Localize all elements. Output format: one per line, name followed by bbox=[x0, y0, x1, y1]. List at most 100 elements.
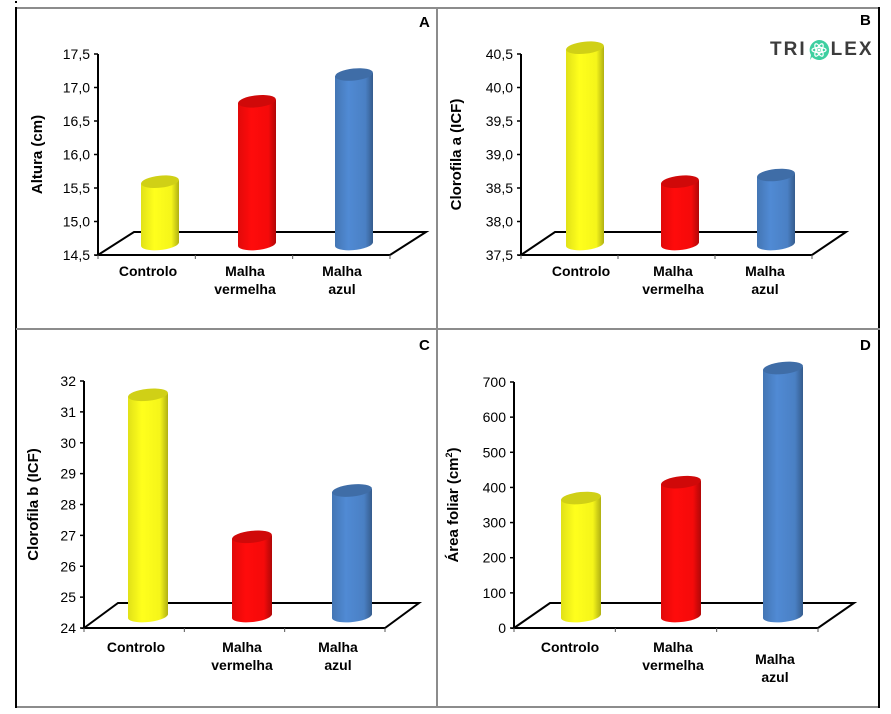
bar-malha-vermelha bbox=[660, 475, 701, 623]
bar-body bbox=[762, 366, 803, 623]
bar-malha-azul bbox=[756, 168, 795, 251]
y-tick-label: 26 bbox=[60, 558, 76, 574]
bar-top bbox=[561, 491, 601, 505]
y-axis-title: Clorofila a (ICF) bbox=[448, 99, 465, 211]
bar-body bbox=[140, 180, 179, 251]
triolex-logo: TRI LEX bbox=[770, 38, 874, 62]
bar-top bbox=[763, 361, 803, 375]
y-tick-label: 15,5 bbox=[63, 180, 90, 196]
bar-top bbox=[661, 475, 701, 489]
y-tick-label: 300 bbox=[483, 515, 507, 531]
corner-dot bbox=[15, 1, 17, 3]
bar-body bbox=[127, 393, 168, 623]
frame-bottom bbox=[16, 706, 880, 708]
panel-letter-d: D bbox=[860, 337, 871, 354]
frame-divider-horizontal bbox=[16, 328, 880, 330]
x-category-label-line: azul bbox=[761, 669, 788, 685]
y-tick-label: 600 bbox=[483, 409, 507, 425]
y-axis-title: Área foliar (cm2) bbox=[444, 447, 462, 562]
x-category-label: Malha azul bbox=[755, 651, 795, 685]
x-category-label: Controlo bbox=[541, 639, 599, 655]
y-tick-label: 38,0 bbox=[486, 214, 513, 230]
x-category-label: Controlo bbox=[119, 263, 177, 279]
x-category-label-line: Controlo bbox=[552, 263, 610, 279]
panel-letter-c: C bbox=[419, 337, 430, 354]
bar-body bbox=[334, 73, 373, 251]
bar-body bbox=[331, 489, 372, 623]
y-tick-label: 14,5 bbox=[63, 247, 90, 263]
bar-top bbox=[661, 175, 699, 188]
y-tick-label: 16,5 bbox=[63, 113, 90, 129]
bar-body bbox=[660, 480, 701, 623]
x-category-label: Controlo bbox=[552, 263, 610, 279]
x-category-label: Malha vermelha bbox=[642, 639, 704, 673]
y-tick-label: 16,0 bbox=[63, 147, 90, 163]
bar-body bbox=[756, 173, 795, 251]
y-axis-title: Clorofila b (ICF) bbox=[25, 448, 42, 561]
chart-b-svg: 37,5 38,0 38,5 39,0 39,5 40,0 40,5 Clorofila a … bbox=[448, 41, 850, 297]
x-category-label: Malha azul bbox=[318, 639, 358, 673]
bar-body bbox=[231, 535, 272, 623]
x-category-label-line: vermelha bbox=[642, 657, 704, 673]
bar-malha-vermelha bbox=[231, 530, 272, 623]
bar-controlo bbox=[560, 491, 601, 623]
x-category-label-line: Malha bbox=[318, 639, 358, 655]
y-tick-label: 17,0 bbox=[63, 80, 90, 96]
panel-letter-b: B bbox=[860, 12, 871, 29]
y-tick-label: 400 bbox=[483, 479, 507, 495]
bar-body bbox=[560, 496, 601, 623]
x-category-label-line: Malha bbox=[225, 263, 265, 279]
y-axis-title-close: ) bbox=[445, 447, 462, 452]
x-category-label: Malha azul bbox=[322, 263, 362, 297]
frame-divider-vertical bbox=[436, 7, 438, 708]
bar-top bbox=[238, 95, 276, 108]
bar-malha-azul bbox=[334, 68, 373, 251]
bar-malha-vermelha bbox=[237, 95, 276, 251]
frame-top bbox=[16, 7, 880, 9]
y-tick-label: 38,5 bbox=[486, 180, 513, 196]
y-tick-label: 25 bbox=[60, 589, 76, 605]
x-category-label-line: Malha bbox=[653, 639, 693, 655]
x-category-label-line: Malha bbox=[653, 263, 693, 279]
bar-malha-vermelha bbox=[660, 175, 699, 251]
y-axis-title-superscript: 2 bbox=[444, 452, 454, 457]
x-category-label: Malha azul bbox=[745, 263, 785, 297]
y-tick-label: 40,5 bbox=[486, 46, 513, 62]
bar-controlo bbox=[140, 175, 179, 251]
y-tick-label: 500 bbox=[483, 444, 507, 460]
x-category-label-line: azul bbox=[751, 281, 778, 297]
y-tick-label: 37,5 bbox=[486, 247, 513, 263]
chart-c-svg: 24 25 26 27 28 29 30 31 32 Clorofila b (ICF) Contr… bbox=[25, 373, 423, 673]
logo-text-left: TRI bbox=[770, 39, 807, 60]
x-category-label-line: vermelha bbox=[642, 281, 704, 297]
y-tick-label: 31 bbox=[60, 404, 76, 420]
y-tick-label: 39,0 bbox=[486, 147, 513, 163]
bar-controlo bbox=[565, 41, 604, 251]
bar-body bbox=[565, 46, 604, 251]
y-tick-label: 100 bbox=[483, 585, 507, 601]
y-tick-label: 28 bbox=[60, 497, 76, 513]
y-tick-label: 29 bbox=[60, 466, 76, 482]
bar-body bbox=[237, 99, 276, 251]
bar-malha-azul bbox=[331, 484, 372, 623]
y-tick-label: 200 bbox=[483, 550, 507, 566]
x-category-label-line: Controlo bbox=[107, 639, 165, 655]
y-tick-label: 700 bbox=[483, 374, 507, 390]
chart-a-svg: 14,5 15,0 15,5 16,0 16,5 17,0 17,5 Altura (cm) C… bbox=[29, 46, 430, 297]
x-category-label: Malha vermelha bbox=[214, 263, 276, 297]
x-category-label-line: Malha bbox=[222, 639, 262, 655]
bar-top bbox=[566, 41, 604, 54]
y-tick-label: 40,0 bbox=[486, 80, 513, 96]
y-tick-label: 30 bbox=[60, 435, 76, 451]
x-category-label-line: Malha bbox=[755, 651, 795, 667]
y-tick-label: 17,5 bbox=[63, 46, 90, 62]
x-category-label-line: vermelha bbox=[211, 657, 273, 673]
y-axis-title: Altura (cm) bbox=[29, 115, 46, 194]
bar-body bbox=[660, 180, 699, 251]
x-category-label-line: azul bbox=[324, 657, 351, 673]
panel-letter-a: A bbox=[419, 14, 430, 31]
x-category-label: Malha vermelha bbox=[642, 263, 704, 297]
y-tick-label: 39,5 bbox=[486, 113, 513, 129]
